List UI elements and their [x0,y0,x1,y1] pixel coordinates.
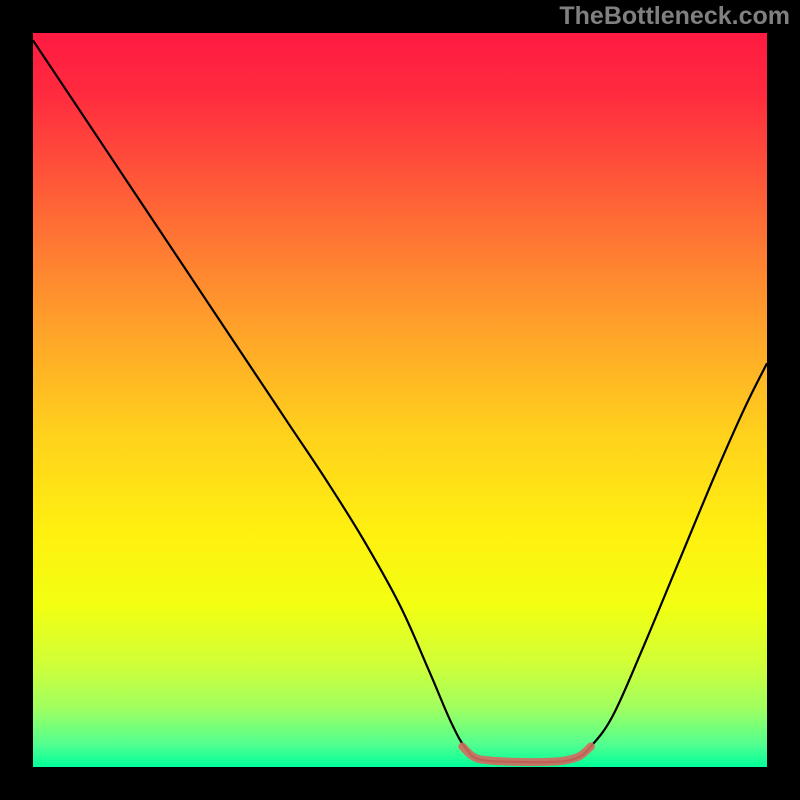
curve-layer [33,33,767,767]
bottleneck-curve [33,40,767,762]
plot-area [33,33,767,767]
flat-region-marker [462,746,590,762]
watermark-text: TheBottleneck.com [559,2,790,31]
chart-container: TheBottleneck.com [0,0,800,800]
